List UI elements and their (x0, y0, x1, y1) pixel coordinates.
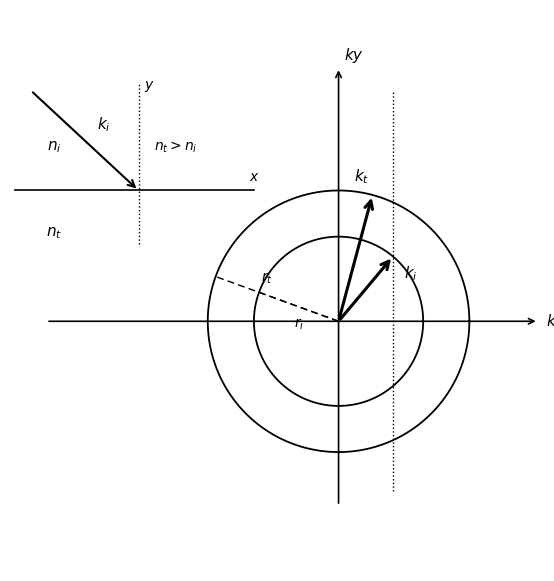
Text: $r_t$: $r_t$ (261, 271, 273, 286)
Text: kx: kx (546, 314, 554, 329)
Text: ky: ky (345, 48, 362, 63)
Text: y: y (145, 78, 153, 92)
Text: $n_t > n_i$: $n_t > n_i$ (154, 139, 197, 155)
Text: $k_i$: $k_i$ (97, 116, 111, 134)
Text: $n_t$: $n_t$ (46, 225, 62, 242)
Text: $n_i$: $n_i$ (47, 139, 61, 155)
Text: $k_t$: $k_t$ (354, 167, 370, 186)
Text: $r_i$: $r_i$ (294, 316, 305, 332)
Text: x: x (249, 170, 258, 184)
Text: $k_i$: $k_i$ (404, 264, 418, 283)
